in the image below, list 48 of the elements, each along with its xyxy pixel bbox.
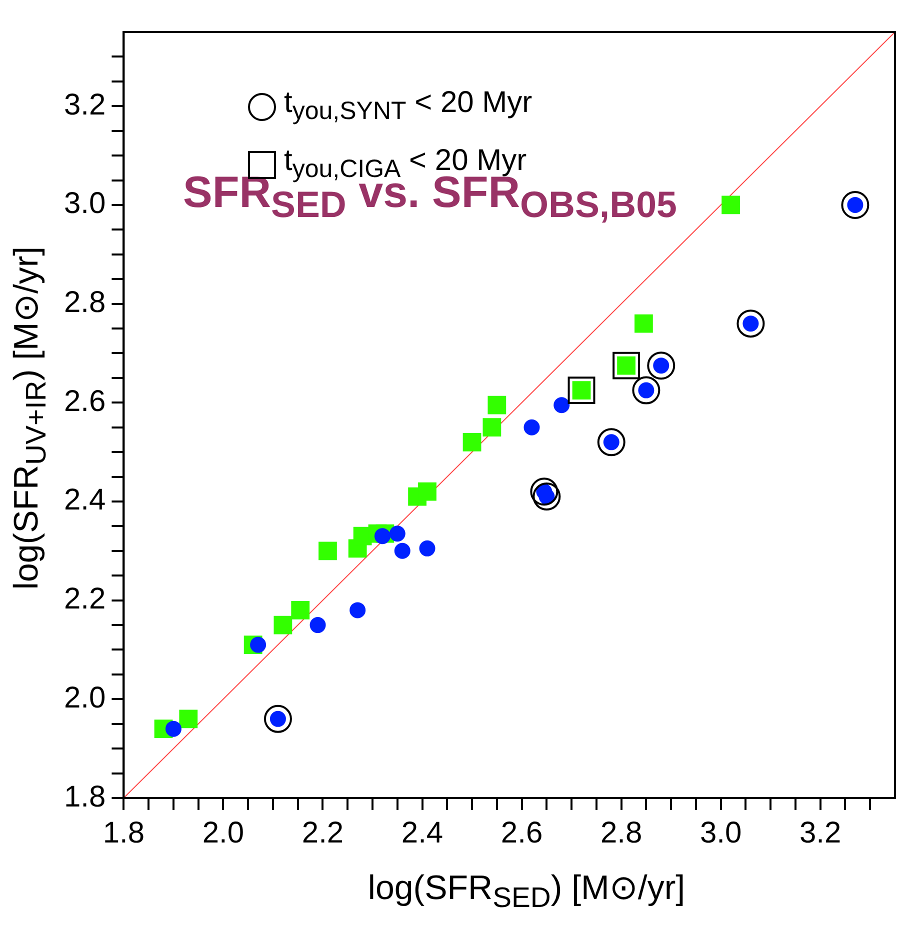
point [597, 428, 626, 456]
y-tick-label: 2.2 [64, 582, 106, 616]
y-tick-label: 2.4 [64, 484, 106, 517]
point [179, 710, 198, 728]
y-tick-label: 2.6 [64, 384, 106, 418]
point [736, 310, 765, 338]
x-tick-label: 2.8 [600, 816, 642, 850]
x-tick-label: 1.8 [102, 816, 145, 850]
x-axis-title: log(SFR$_{SED}$) [M⊙/yr] [366, 868, 686, 915]
point [394, 542, 410, 559]
x-tick-label: 2.4 [401, 816, 444, 850]
point [418, 482, 436, 501]
point [419, 540, 436, 556]
point [482, 418, 502, 437]
point [389, 526, 406, 542]
x-tick-label: 2.2 [302, 816, 344, 850]
y-tick-label: 3.2 [64, 88, 106, 122]
point [554, 397, 570, 414]
point [250, 636, 266, 653]
point [291, 601, 310, 620]
point [647, 352, 676, 380]
y-tick-label: 2.0 [64, 681, 106, 714]
point [462, 432, 482, 452]
y-tick-label: 3.0 [64, 187, 106, 220]
point [530, 478, 558, 506]
point [318, 542, 337, 560]
point [568, 376, 596, 404]
point [532, 482, 561, 511]
point [165, 720, 182, 737]
y-tick-label: 1.8 [64, 780, 106, 814]
point [632, 376, 660, 404]
x-tick-label: 3.2 [800, 816, 842, 850]
point [310, 617, 326, 634]
x-tick-label: 2.6 [500, 816, 543, 850]
point [264, 704, 292, 733]
point [722, 196, 740, 214]
x-tick-label: 2.0 [202, 816, 244, 850]
point [524, 419, 540, 436]
point [274, 616, 292, 634]
legend-label: t$_{you,SYNT}$ < 20 Myr [284, 85, 532, 127]
y-tick-label: 2.8 [64, 286, 106, 320]
point [488, 396, 506, 414]
x-tick-label: 3.0 [700, 816, 742, 850]
point [634, 314, 653, 333]
point [350, 602, 366, 618]
point [841, 190, 870, 219]
point [374, 528, 390, 544]
point [612, 352, 640, 380]
